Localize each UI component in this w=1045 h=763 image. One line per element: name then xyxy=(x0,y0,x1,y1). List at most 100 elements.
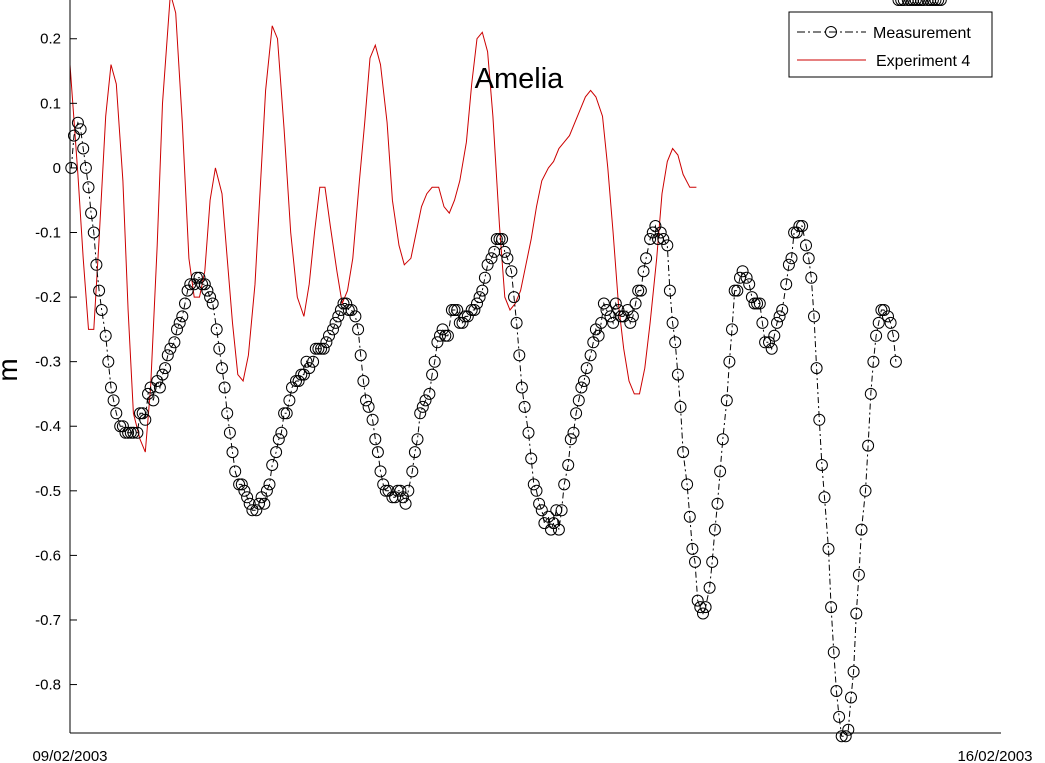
measurement-point xyxy=(773,310,786,323)
measurement-point xyxy=(374,465,387,478)
measurement-point xyxy=(461,310,474,323)
measurement-point xyxy=(307,355,320,368)
measurement-point xyxy=(728,284,741,297)
measurement-point xyxy=(907,0,920,6)
measurement-point xyxy=(246,504,259,517)
measurement-point xyxy=(617,310,630,323)
measurement-point xyxy=(671,368,684,381)
measurement-point xyxy=(924,0,937,6)
measurement-point xyxy=(250,504,263,517)
measurement-point xyxy=(241,491,254,504)
measurement-point xyxy=(813,413,826,426)
measurement-point xyxy=(122,426,135,439)
y-tick-label: -0.8 xyxy=(35,677,61,694)
measurement-point xyxy=(723,355,736,368)
measurement-point xyxy=(295,368,308,381)
measurement-point xyxy=(317,342,330,355)
measurement-point xyxy=(445,304,458,316)
measurement-point xyxy=(218,381,231,394)
measurement-point xyxy=(825,601,838,614)
measurement-point xyxy=(263,478,276,491)
measurement-point xyxy=(327,323,339,336)
series-layer xyxy=(65,0,947,743)
measurement-point xyxy=(810,362,823,375)
measurement-point xyxy=(272,433,285,446)
measurement-point xyxy=(805,271,818,284)
measurement-point xyxy=(79,161,92,174)
measurement-point xyxy=(796,220,809,232)
measurement-point xyxy=(694,601,707,614)
measurement-point xyxy=(681,478,694,491)
measurement-point xyxy=(90,258,103,271)
measurement-point xyxy=(545,523,557,536)
measurement-point xyxy=(510,316,523,329)
measurement-point xyxy=(934,0,947,6)
measurement-point xyxy=(105,381,117,394)
measurement-point xyxy=(570,407,583,420)
measurement-point xyxy=(153,381,166,394)
measurement-point xyxy=(354,349,367,362)
measurement-point xyxy=(362,400,375,413)
measurement-point xyxy=(580,362,593,375)
measurement-point xyxy=(567,426,580,439)
measurement-point xyxy=(686,542,699,555)
measurement-point xyxy=(912,0,925,6)
measurement-point xyxy=(476,284,489,297)
measurement-point xyxy=(887,329,900,342)
measurement-point xyxy=(652,233,664,245)
measurement-point xyxy=(835,730,848,743)
y-tick-label: -0.5 xyxy=(35,483,61,500)
measurement-point xyxy=(706,555,719,568)
measurement-point xyxy=(85,207,98,220)
measurement-point xyxy=(897,0,910,6)
measurement-point xyxy=(408,446,421,459)
measurement-point xyxy=(156,368,169,381)
measurement-point xyxy=(564,433,577,446)
measurement-point xyxy=(830,685,843,697)
legend-label-experiment: Experiment 4 xyxy=(876,53,970,70)
measurement-point xyxy=(198,278,211,291)
y-ticks: 0.2 0.1 0 -0.1 -0.2 -0.3 -0.4 -0.5 -0.6 -0.7 -0.8 xyxy=(35,31,77,694)
measurement-point xyxy=(674,400,687,413)
measurement-point xyxy=(110,407,123,420)
y-axis-label: m xyxy=(0,358,23,381)
measurement-point xyxy=(275,426,288,439)
measurement-point xyxy=(419,394,432,407)
measurement-point xyxy=(93,284,106,297)
series-line-experiment-4 xyxy=(69,0,697,453)
measurement-point xyxy=(751,297,764,310)
measurement-point xyxy=(765,342,778,355)
measurement-point xyxy=(743,278,756,291)
measurement-point xyxy=(535,504,548,517)
measurement-point xyxy=(99,329,112,342)
measurement-point xyxy=(575,381,588,394)
measurement-point xyxy=(882,310,894,323)
measurement-point xyxy=(661,239,674,252)
measurement-point xyxy=(748,297,761,310)
measurement-point xyxy=(921,0,934,6)
measurement-point xyxy=(441,329,454,342)
measurement-point xyxy=(210,323,223,336)
measurement-point xyxy=(768,329,781,342)
measurement-point xyxy=(632,284,645,297)
measurement-point xyxy=(161,349,174,362)
measurement-point xyxy=(95,304,108,316)
measurement-point xyxy=(171,323,183,336)
measurement-point xyxy=(780,278,793,291)
measurement-point xyxy=(644,233,657,245)
measurement-point xyxy=(513,349,526,362)
y-tick-label: -0.3 xyxy=(35,354,61,371)
measurement-point xyxy=(352,323,365,336)
measurement-point xyxy=(471,297,483,310)
measurement-point xyxy=(139,413,152,426)
measurement-point xyxy=(258,497,271,510)
measurement-point xyxy=(669,336,682,349)
measurement-point xyxy=(448,304,461,316)
measurement-point xyxy=(416,400,429,413)
measurement-point xyxy=(711,497,724,510)
measurement-point xyxy=(584,349,597,362)
measurement-point xyxy=(855,523,868,536)
measurement-point xyxy=(498,245,511,258)
measurement-point xyxy=(884,316,897,329)
